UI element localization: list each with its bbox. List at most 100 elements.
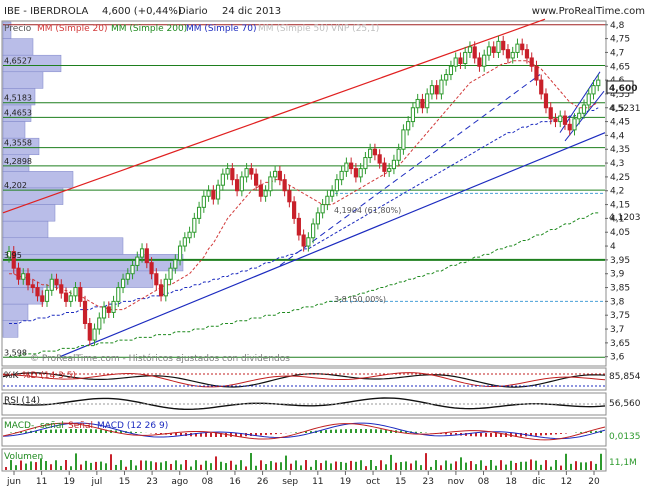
period-label: Diario [178,6,208,17]
indicator-lines [2,372,606,470]
candle-body [106,306,111,313]
candle-body [363,157,368,170]
candle-body [73,287,78,297]
candle-body [101,306,107,319]
stoch-value: 85,854 [609,372,641,382]
candle-body [596,79,601,87]
candle-body [401,129,406,150]
candle-body [35,287,40,297]
date-label: 24 dic 2013 [222,6,281,17]
x-tick-label: 18 [505,477,517,487]
candle-body [301,234,306,247]
candle-body [572,118,577,131]
candle-body [406,121,411,131]
x-tick-label: ago [171,477,188,487]
y-tick-label: 4,05 [610,228,630,238]
y-tick-label: 4,3 [610,159,624,169]
volume-profile-bar [2,220,49,239]
resistance-trendline [2,18,546,214]
volume-label: Volumen [4,452,43,462]
candle-body [491,46,496,53]
left-level-label: 3,598 [4,348,27,357]
candle-body [296,217,301,236]
candle-body [11,251,16,269]
watermark: © ProRealTime.com - Históricos ajustados… [30,353,290,364]
candle-body [68,295,73,302]
x-tick-label: 08 [478,477,490,487]
candle-body [225,168,230,175]
candle-body [287,190,292,203]
ma200-line [9,212,599,358]
candle-body [482,54,487,67]
left-level-label: 4,6527 [4,57,32,66]
candle-body [306,237,311,247]
candle-body [458,57,463,64]
candle-body [382,162,387,172]
x-tick-label: 19 [340,477,352,487]
candle-body [173,259,178,269]
volume-profile [2,21,184,338]
y-tick-label: 4,45 [610,118,630,128]
x-tick-label: 11 [312,477,323,487]
candlesticks [6,35,601,346]
stoch-k-label: %K [4,371,20,381]
x-tick-label: 23 [423,477,434,487]
legend-ma20: MM (Simple 20) [37,24,107,34]
candle-body [472,46,477,59]
candle-body [92,328,97,341]
x-tick-label: jul [90,477,102,487]
candle-body [54,278,59,286]
candle-body [529,57,534,67]
candle-body [453,57,458,67]
candle-body [63,292,69,302]
candle-body [182,237,187,247]
candle-body [154,273,159,286]
candle-body [434,85,439,95]
symbol-title: IBE - IBERDROLA [4,6,88,17]
volume-profile-bar [2,303,29,321]
candle-body [211,190,216,200]
candle-body [505,49,511,59]
macd-value: 0,0135 [609,432,641,442]
y-tick-label: 3,85 [610,284,630,294]
candle-body [206,190,211,197]
candle-body [553,118,558,123]
candle-body [510,51,515,59]
candle-body [577,112,582,120]
volume-profile-bar [2,71,44,89]
left-level-label: 3,95 [4,251,22,260]
candle-body [320,204,325,214]
candle-body [25,273,31,286]
volume-profile-bar [2,320,19,338]
y-tick-label: 3,7 [610,325,624,335]
candle-body [196,206,202,219]
signal-label: Señal [68,421,93,431]
y-tick-label: 3,9 [610,270,625,280]
x-tick-label: 16 [229,477,241,487]
y-tick-label: 4,1 [610,214,624,224]
x-tick-label: 08 [202,477,214,487]
candle-body [429,85,435,95]
candle-body [78,287,83,302]
fibo-label-50: 3,8 (50,00%) [334,295,386,304]
left-level-label: 4,3558 [4,139,32,148]
candle-body [220,173,225,186]
candle-body [387,168,392,172]
fibo-label-618: 4,1904 (61,80%) [334,206,401,215]
candle-body [349,162,354,170]
level-label-41203: 4,1203 [609,213,641,223]
candle-body [534,65,539,81]
x-tick-label: 23 [146,477,157,487]
candle-body [139,248,145,258]
candle-body [130,264,135,275]
candle-body [21,273,26,280]
candle-body [125,273,130,280]
candle-body [16,267,21,280]
support-trendline [59,132,606,358]
y-tick-label: 3,8 [610,297,625,307]
candle-body [49,278,54,291]
rsi-line [2,397,606,411]
candle-body [486,46,492,56]
candle-body [444,74,449,81]
